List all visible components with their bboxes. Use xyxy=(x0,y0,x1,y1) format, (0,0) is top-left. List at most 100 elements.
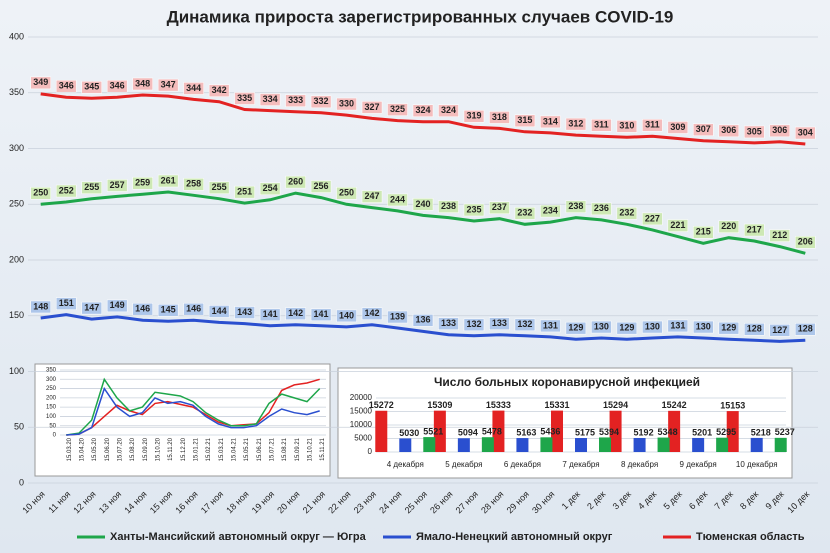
series-line xyxy=(66,386,320,436)
y-tick-label: 300 xyxy=(46,377,57,383)
bar xyxy=(457,438,470,452)
x-tick-label: 24 ноя xyxy=(377,489,404,516)
label-box xyxy=(667,121,689,134)
data-label: 250 xyxy=(339,188,354,198)
label-box xyxy=(514,207,536,220)
label-box xyxy=(183,302,204,316)
label-box xyxy=(489,317,510,330)
x-tick-label: 15.05.20 xyxy=(92,437,98,461)
data-label: 238 xyxy=(441,201,456,211)
x-tick-label: 15.11.20 xyxy=(168,437,174,461)
label-box xyxy=(285,175,306,189)
x-tick-label: 15.07.20 xyxy=(118,437,124,461)
label-box xyxy=(208,181,230,194)
x-tick-label: 15.03.20 xyxy=(67,437,73,461)
data-label: 240 xyxy=(415,199,430,209)
label-box xyxy=(514,114,536,128)
data-label: 254 xyxy=(263,183,278,193)
label-box xyxy=(132,176,153,190)
data-label: 5295 xyxy=(716,427,736,437)
data-label: 146 xyxy=(186,304,201,314)
data-label: 131 xyxy=(670,320,685,330)
label-box xyxy=(591,118,612,132)
label-box xyxy=(693,226,714,239)
label-box xyxy=(438,317,459,330)
data-label: 212 xyxy=(772,230,787,240)
bar xyxy=(657,437,670,452)
label-box xyxy=(310,95,332,109)
data-label: 217 xyxy=(747,224,762,234)
data-label: 309 xyxy=(670,122,685,132)
y-tick-label: 350 xyxy=(46,368,57,374)
label-box xyxy=(693,320,714,334)
y-tick-label: 250 xyxy=(9,199,24,209)
data-label: 206 xyxy=(798,237,813,247)
data-label: 15294 xyxy=(603,400,628,410)
data-label: 5348 xyxy=(658,427,678,437)
label-box xyxy=(769,229,791,242)
label-box xyxy=(540,319,561,333)
bar xyxy=(481,437,494,452)
label-box xyxy=(616,207,638,220)
data-label: 15153 xyxy=(720,400,745,410)
x-tick-label: 22 ноя xyxy=(326,489,353,516)
label-box xyxy=(463,110,485,123)
data-label: 131 xyxy=(543,320,558,330)
data-label: 346 xyxy=(59,81,74,91)
data-label: 128 xyxy=(798,324,813,334)
label-box xyxy=(795,323,816,336)
data-label: 146 xyxy=(135,304,150,314)
label-box xyxy=(310,180,332,193)
label-box xyxy=(361,190,383,203)
x-tick-label: 15.08.20 xyxy=(130,437,136,461)
label-box xyxy=(361,101,383,114)
x-tick-label: 4 декабря xyxy=(387,460,424,469)
data-label: 347 xyxy=(161,79,176,89)
label-box xyxy=(718,220,740,233)
data-label: 344 xyxy=(186,83,201,93)
label-box xyxy=(744,323,765,336)
label-box xyxy=(183,82,204,95)
y-tick-label: 100 xyxy=(9,366,24,376)
data-label: 304 xyxy=(798,127,813,137)
label-box xyxy=(183,178,204,191)
data-label: 259 xyxy=(135,178,150,188)
x-tick-label: 9 дек xyxy=(763,489,785,511)
bar xyxy=(726,411,739,452)
y-tick-label: 0 xyxy=(53,433,57,439)
y-tick-label: 10000 xyxy=(350,420,373,429)
data-label: 332 xyxy=(314,96,329,106)
data-label: 342 xyxy=(212,85,227,95)
data-label: 130 xyxy=(594,321,609,331)
data-label: 250 xyxy=(33,188,48,198)
data-label: 252 xyxy=(59,185,74,195)
data-label: 234 xyxy=(543,205,558,215)
data-label: 5478 xyxy=(482,427,502,437)
label-box xyxy=(157,78,179,92)
label-box xyxy=(540,204,561,218)
x-tick-label: 28 ноя xyxy=(479,489,506,516)
data-label: 5163 xyxy=(516,427,536,437)
data-label: 129 xyxy=(619,323,634,333)
data-label: 220 xyxy=(721,221,736,231)
x-tick-label: 21 ноя xyxy=(301,489,328,516)
label-box xyxy=(81,81,102,94)
data-label: 232 xyxy=(517,208,532,218)
data-label: 142 xyxy=(288,308,303,318)
x-tick-label: 15.12.20 xyxy=(181,437,187,461)
x-tick-label: 15.08.21 xyxy=(282,437,288,461)
x-tick-label: 4 дек xyxy=(636,489,658,511)
data-label: 132 xyxy=(466,319,481,329)
bar xyxy=(668,410,681,452)
data-label: 149 xyxy=(110,300,125,310)
data-label: 312 xyxy=(568,118,583,128)
data-label: 327 xyxy=(365,102,380,112)
label-box xyxy=(489,201,510,214)
data-label: 258 xyxy=(186,179,201,189)
data-label: 318 xyxy=(492,112,507,122)
series-line xyxy=(66,377,321,436)
data-label: 145 xyxy=(161,305,176,315)
y-tick-label: 0 xyxy=(19,477,24,487)
bar xyxy=(692,437,705,452)
